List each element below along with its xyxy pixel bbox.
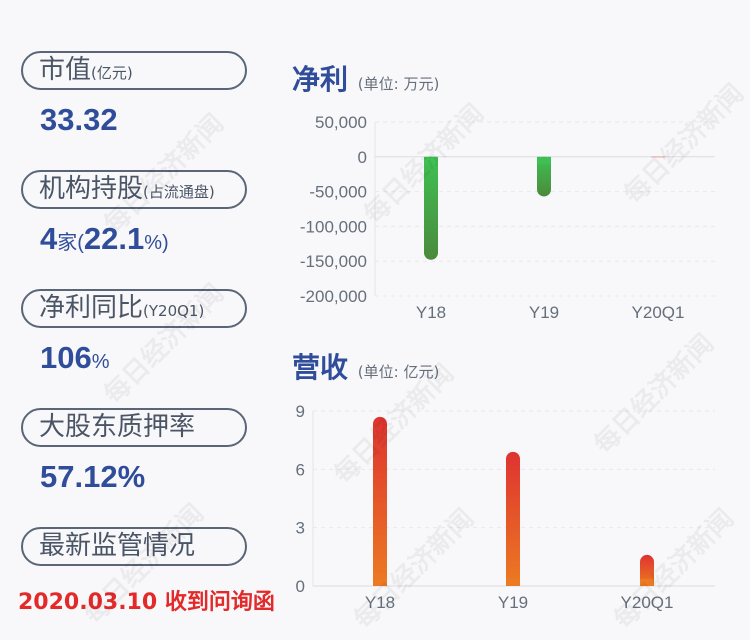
watermark: 每日经济新闻 xyxy=(618,78,750,210)
watermark: 每日经济新闻 xyxy=(348,503,480,635)
institution-holding-sub: (占流通盘) xyxy=(143,183,215,201)
bar-y18 xyxy=(424,156,438,260)
x-tick-label: Y19 xyxy=(498,593,528,612)
bar-base xyxy=(640,579,654,586)
pledge-ratio-label: 大股东质押率 xyxy=(21,408,247,447)
x-tick-label: Y18 xyxy=(416,303,446,322)
watermark: 每日经济新闻 xyxy=(328,358,460,490)
profit-yoy-label-text: 净利同比 xyxy=(39,293,144,323)
institution-pct-unit: %) xyxy=(144,232,169,254)
bar-y18 xyxy=(373,416,387,586)
watermark: 每日经济新闻 xyxy=(98,108,230,240)
institution-holding-value: 4家(22.1%) xyxy=(40,221,169,257)
institution-pct: 22.1 xyxy=(83,221,145,256)
y-tick-label: 3 xyxy=(296,519,305,538)
bar-y20q1 xyxy=(651,156,665,158)
revenue-chart-title: 营收 (单位: 亿元) xyxy=(292,346,439,386)
profit-yoy-number: 106 xyxy=(40,340,92,375)
watermark: 每日经济新闻 xyxy=(358,98,490,230)
profit-title-text: 净利 xyxy=(292,63,349,96)
pledge-ratio-value: 57.12% xyxy=(40,459,146,494)
y-tick-label: -100,000 xyxy=(300,217,367,236)
bar-base xyxy=(506,579,520,586)
bar-y20q1 xyxy=(640,554,654,586)
profit-chart-title: 净利 (单位: 万元) xyxy=(292,58,439,98)
bar-base xyxy=(537,156,551,164)
regulation-label: 最新监管情况 xyxy=(21,527,247,566)
y-tick-label: 9 xyxy=(296,402,305,421)
y-tick-label: 0 xyxy=(358,148,367,167)
pledge-ratio-label-text: 大股东质押率 xyxy=(39,412,196,442)
bar-base xyxy=(373,579,387,586)
profit-yoy-unit: % xyxy=(91,351,110,373)
bar-y19 xyxy=(506,451,520,586)
profit-subtitle: (单位: 万元) xyxy=(357,75,440,93)
y-tick-label: -150,000 xyxy=(300,252,367,271)
x-tick-label: Y20Q1 xyxy=(632,303,685,322)
revenue-subtitle: (单位: 亿元) xyxy=(357,363,440,381)
institution-holding-label: 机构持股(占流通盘) xyxy=(21,170,247,209)
institution-count-unit: 家 xyxy=(57,232,78,254)
profit-yoy-value: 106% xyxy=(40,340,110,376)
institution-count: 4 xyxy=(40,221,58,256)
profit-yoy-label: 净利同比(Y20Q1) xyxy=(21,289,247,328)
x-tick-label: Y19 xyxy=(529,303,559,322)
y-tick-label: -50,000 xyxy=(309,183,367,202)
y-tick-label: 50,000 xyxy=(315,113,367,132)
watermark: 每日经济新闻 xyxy=(78,498,210,630)
bar-base xyxy=(424,156,438,164)
market-cap-label: 市值(亿元) xyxy=(21,51,247,90)
market-cap-label-text: 市值 xyxy=(39,55,92,85)
y-tick-label: 6 xyxy=(296,460,305,479)
paren-open: ( xyxy=(77,232,84,254)
market-cap-value: 33.32 xyxy=(40,102,118,137)
revenue-title-text: 营收 xyxy=(292,351,349,384)
x-tick-label: Y18 xyxy=(365,593,395,612)
market-cap-unit: (亿元) xyxy=(91,64,133,82)
bar-y19 xyxy=(537,156,551,197)
regulation-label-text: 最新监管情况 xyxy=(39,531,196,561)
regulation-value: 2020.03.10 收到问询函 xyxy=(18,590,275,615)
watermark: 每日经济新闻 xyxy=(588,328,720,460)
institution-holding-label-text: 机构持股 xyxy=(39,174,144,204)
profit-yoy-sub: (Y20Q1) xyxy=(143,302,205,320)
watermark: 每日经济新闻 xyxy=(98,278,230,410)
y-tick-label: 0 xyxy=(296,577,305,596)
x-tick-label: Y20Q1 xyxy=(621,593,674,612)
watermark: 每日经济新闻 xyxy=(608,503,740,635)
y-tick-label: -200,000 xyxy=(300,287,367,306)
